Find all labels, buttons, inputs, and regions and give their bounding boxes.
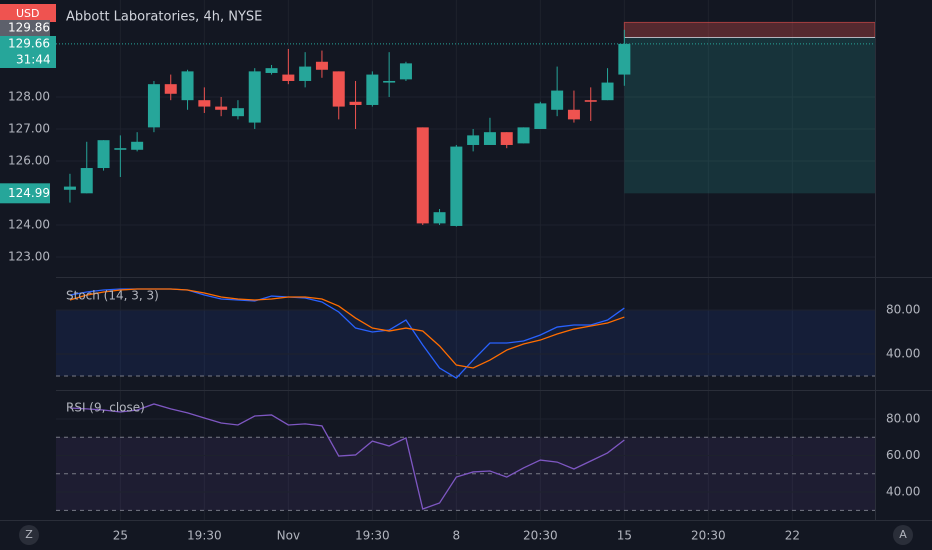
chart-layer: 25 19:30 Nov 19:30 8 20:30 15 20:30 22 123.00 124.… (0, 0, 920, 543)
y-tick-label: 40.00 (886, 347, 920, 361)
y-tick-label: 80.00 (886, 411, 920, 425)
y-tick-label: 127.00 (8, 121, 50, 135)
target-label: 124.99 (8, 186, 50, 200)
candle-body (383, 80, 396, 83)
candle-body (399, 63, 412, 80)
y-tick-label: 126.00 (8, 153, 50, 167)
indicator-line (69, 403, 625, 510)
x-tick-label: 25 (113, 529, 128, 543)
candle-body (349, 101, 362, 105)
indicator-line (69, 288, 625, 369)
x-tick-label: 8 (453, 529, 461, 543)
candle-body (584, 100, 597, 102)
candle-body (315, 61, 328, 70)
candle-body (601, 82, 614, 101)
candle-body (299, 66, 312, 81)
candle-body (483, 132, 496, 145)
entry-label: 129.86 (8, 21, 50, 35)
currency-label: USD (16, 7, 40, 20)
candle-body (467, 135, 480, 145)
timezone-button-label[interactable]: Z (25, 528, 33, 541)
x-tick-label: 19:30 (355, 529, 390, 543)
candle-body (164, 84, 177, 94)
candle-body (332, 71, 345, 107)
candle-body (63, 186, 76, 190)
candle-body (114, 148, 127, 150)
candle-body (231, 108, 244, 117)
last-price-label: 129.66 (8, 37, 50, 51)
entry-label-box (0, 20, 50, 36)
candle-body (567, 109, 580, 120)
y-tick-label: 40.00 (886, 485, 920, 499)
candle-body (181, 71, 194, 101)
candle-body (97, 140, 110, 169)
y-tick-label: 80.00 (886, 303, 920, 317)
x-tick-label: 22 (785, 529, 800, 543)
candle-body (215, 106, 228, 110)
auto-scale-button[interactable] (893, 525, 913, 545)
candle-body (248, 71, 261, 123)
x-tick-label: 19:30 (187, 529, 222, 543)
y-tick-label: 123.00 (8, 249, 50, 263)
x-tick-label: Nov (277, 529, 300, 543)
indicator-title: RSI (9, close) (66, 401, 145, 415)
x-tick-label: 20:30 (523, 529, 558, 543)
candle-body (534, 103, 547, 129)
candle-body (265, 68, 278, 73)
y-tick-label: 128.00 (8, 89, 50, 103)
candle-body (551, 90, 564, 110)
candle-body (366, 74, 379, 105)
y-tick-label: 60.00 (886, 448, 920, 462)
timezone-button[interactable] (19, 525, 39, 545)
currency-box (0, 4, 56, 22)
band-fill (56, 310, 875, 377)
candle-body (282, 74, 295, 81)
x-tick-label: 20:30 (691, 529, 726, 543)
candle-body (80, 168, 93, 194)
chart-title: Abbott Laboratories, 4h, NYSE (66, 10, 262, 25)
candle-body (198, 100, 211, 107)
y-tick-label: 124.00 (8, 217, 50, 231)
candle-body (618, 43, 631, 75)
candle-body (450, 146, 463, 226)
target-label-box (0, 183, 50, 204)
candle-body (416, 127, 429, 224)
candle-body (517, 127, 530, 144)
auto-scale-button-label[interactable]: A (899, 528, 907, 541)
stop-zone (623, 21, 876, 38)
target-zone (624, 37, 875, 194)
indicator-title: Stoch (14, 3, 3) (66, 289, 159, 303)
last-price-box (0, 36, 56, 68)
candle-body (433, 212, 446, 224)
candle-body (131, 141, 144, 150)
candle-body (147, 84, 160, 128)
x-tick-label: 15 (617, 529, 632, 543)
candle-body (500, 132, 513, 145)
countdown-label: 31:44 (16, 53, 51, 67)
